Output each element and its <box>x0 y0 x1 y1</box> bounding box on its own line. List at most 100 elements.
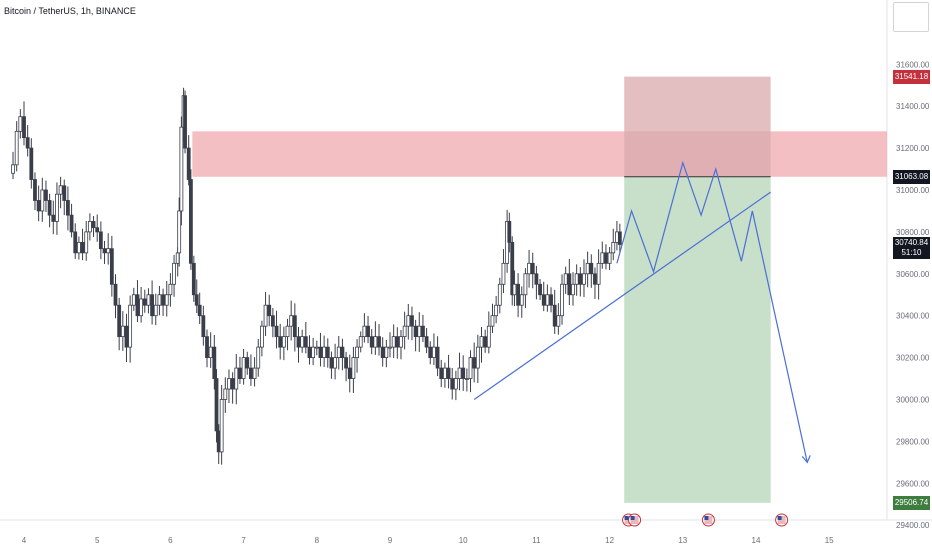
candle-body <box>263 304 268 327</box>
candle-body <box>117 304 122 338</box>
candle-body <box>538 283 542 296</box>
candle-body <box>388 346 392 349</box>
time-axis-tick: 12 <box>605 536 614 545</box>
candle-body <box>307 346 312 359</box>
price-axis-tick: 30800.00 <box>896 228 930 237</box>
candle-body <box>450 378 455 390</box>
candle-body <box>325 346 330 359</box>
candle-body <box>131 294 136 306</box>
flag-canton <box>777 516 782 520</box>
candle-body <box>442 367 447 379</box>
candle-body <box>238 367 242 379</box>
time-axis-tick: 5 <box>95 536 100 545</box>
candle-body <box>51 214 56 222</box>
candle-body <box>336 346 341 359</box>
candle-body <box>296 336 301 348</box>
candle-body <box>292 315 297 338</box>
candle-body <box>270 315 275 327</box>
time-axis-tick: 10 <box>459 536 468 545</box>
candle-body <box>208 346 213 359</box>
candle-body <box>358 336 363 348</box>
us-flag-icon <box>701 513 715 527</box>
price-axis-tick: 31400.00 <box>896 102 930 111</box>
candle-body <box>384 346 389 359</box>
candle-body <box>128 304 133 348</box>
candle-body <box>596 262 601 285</box>
candle-body <box>510 241 515 296</box>
candle-body <box>589 262 594 275</box>
candle-body <box>497 283 502 306</box>
time-axis-tick: 7 <box>241 536 246 545</box>
candle-body <box>578 273 583 285</box>
candle-body <box>249 367 253 379</box>
candle-body <box>267 304 272 317</box>
current-price-tag: 30740.84 51:10 <box>893 237 930 260</box>
candle-body <box>172 262 176 285</box>
candle-body <box>494 304 499 317</box>
candle-body <box>424 336 429 348</box>
candle-body <box>168 283 173 296</box>
candle-body <box>582 273 586 285</box>
candle-body <box>278 336 283 348</box>
time-axis-tick: 11 <box>532 536 541 545</box>
price-scale-settings-box[interactable] <box>893 2 929 32</box>
candle-body <box>534 273 539 285</box>
candle-body <box>600 252 605 264</box>
candle-body <box>530 262 535 275</box>
price-axis-tick: 29800.00 <box>896 437 930 446</box>
candle-body <box>164 294 169 306</box>
take-profit-zone <box>624 176 771 503</box>
candle-body <box>432 346 436 359</box>
candle-body <box>501 262 506 285</box>
candle-body <box>585 262 590 275</box>
candle-body <box>179 126 184 212</box>
arrow-head-icon <box>801 455 811 464</box>
candle-body <box>410 315 414 327</box>
candle-body <box>311 346 316 359</box>
candle-body <box>329 357 334 369</box>
candle-body <box>479 336 484 348</box>
candle-body <box>446 367 451 379</box>
candle-body <box>289 315 294 327</box>
candle-body <box>230 378 235 390</box>
candle-body <box>567 273 572 296</box>
candle-body <box>519 294 524 306</box>
bar-countdown: 51:10 <box>901 248 922 258</box>
candle-body <box>417 325 422 338</box>
candle-body <box>366 325 370 338</box>
resistance-zone <box>192 131 888 177</box>
candle-body <box>98 231 103 250</box>
candle-body <box>91 221 96 229</box>
candle-body <box>552 304 557 327</box>
candle-body <box>234 367 239 390</box>
candle-body <box>347 367 352 379</box>
candle-body <box>33 179 37 201</box>
candle-body <box>22 116 26 139</box>
candle-body <box>413 325 418 338</box>
candle-body <box>604 252 608 264</box>
candle-body <box>241 357 246 379</box>
candle-body <box>421 325 425 338</box>
candle-body <box>109 248 114 285</box>
price-axis-tick: 31200.00 <box>896 144 930 153</box>
candle-body <box>380 346 385 359</box>
time-axis-tick: 13 <box>678 536 687 545</box>
candle-body <box>73 231 78 254</box>
candle-body <box>457 367 462 379</box>
candle-body <box>362 325 367 338</box>
price-axis-tick: 29600.00 <box>896 479 930 488</box>
candle-body <box>191 262 196 296</box>
candle-body <box>245 357 250 369</box>
candle-body <box>44 189 48 201</box>
candle-body <box>402 325 407 338</box>
candle-body <box>560 283 564 317</box>
candle-body <box>84 231 89 254</box>
candle-body <box>47 200 52 216</box>
candle-body <box>69 214 74 233</box>
candle-body <box>95 227 100 233</box>
candle-body <box>340 346 345 359</box>
candle-body <box>40 189 45 212</box>
candle-body <box>77 241 81 254</box>
